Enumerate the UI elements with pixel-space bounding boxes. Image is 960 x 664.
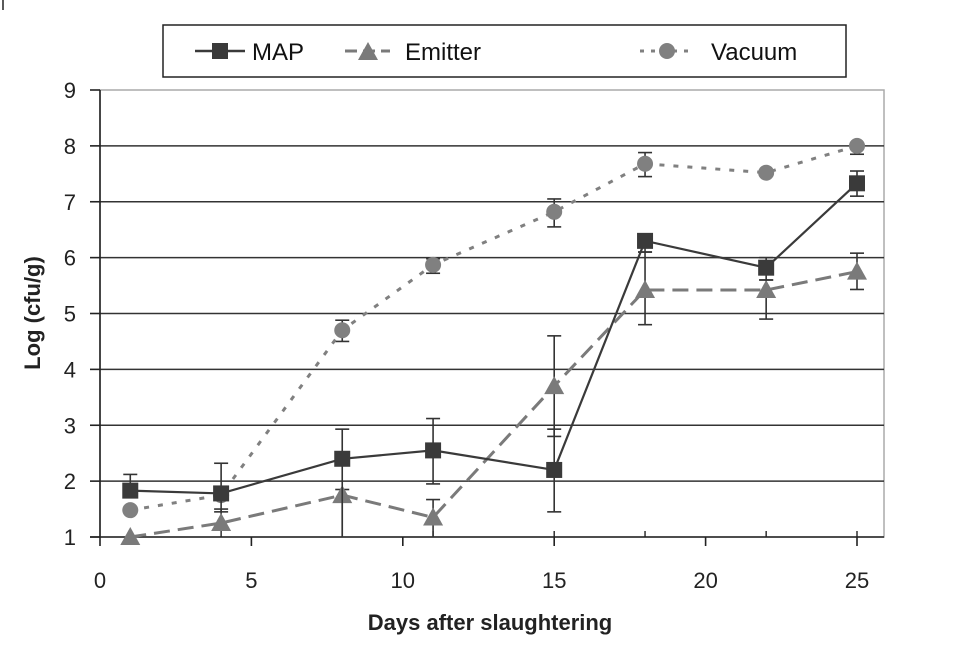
x-tick-label-5: 5: [245, 568, 257, 593]
y-tick-label-5: 5: [64, 302, 76, 327]
y-tick-label-8: 8: [64, 134, 76, 159]
error-bar-map: [335, 428, 350, 537]
data-point-vacuum: [334, 322, 351, 339]
legend-item-emitter: Emitter: [345, 39, 481, 66]
legend-box: [162, 24, 847, 78]
y-tick-label-6: 6: [64, 246, 76, 271]
data-point-map: [758, 259, 775, 276]
legend-label-map: MAP: [252, 39, 304, 66]
data-point-map: [425, 442, 442, 459]
data-point-vacuum: [425, 256, 442, 273]
data-point-emitter: [423, 507, 444, 526]
x-axis-title: Days after slaughtering: [368, 610, 613, 635]
x-tick-label-15: 15: [542, 568, 566, 593]
x-tick-label-20: 20: [693, 568, 717, 593]
data-point-emitter: [120, 527, 141, 545]
data-point-emitter: [847, 261, 867, 280]
series-line-vacuum: [130, 144, 858, 512]
y-tick-label-1: 1: [64, 525, 76, 550]
y-tick-label-3: 3: [64, 413, 76, 438]
data-point-map: [546, 461, 563, 478]
data-point-vacuum: [758, 164, 775, 181]
legend-item-vacuum: Vacuum: [640, 39, 797, 66]
data-point-map: [334, 450, 351, 467]
data-point-vacuum: [122, 502, 139, 519]
data-point-emitter: [211, 513, 232, 532]
x-axis-ticks: 0 5 10 15 20 25: [94, 531, 869, 593]
data-point-map: [849, 175, 865, 192]
series-layer: [120, 137, 867, 545]
data-point-vacuum: [849, 137, 865, 154]
data-point-emitter: [756, 280, 777, 299]
data-point-emitter: [544, 376, 565, 395]
x-tick-label-25: 25: [845, 568, 869, 593]
series-map: [122, 170, 865, 537]
series-line-map: [130, 182, 858, 495]
data-point-emitter: [635, 280, 656, 299]
legend-marker-emitter: [358, 42, 378, 60]
legend-item-map: MAP: [195, 39, 304, 66]
legend-marker-vacuum: [659, 43, 675, 59]
x-tick-label-10: 10: [391, 568, 415, 593]
legend-label-vacuum: Vacuum: [711, 39, 797, 66]
y-tick-label-2: 2: [64, 469, 76, 494]
y-tick-label-4: 4: [64, 357, 76, 382]
y-tick-label-9: 9: [64, 78, 76, 103]
data-point-map: [637, 232, 654, 249]
data-point-map: [122, 482, 139, 499]
series-vacuum: [122, 137, 865, 519]
legend-label-emitter: Emitter: [405, 39, 481, 66]
legend-marker-map: [212, 43, 228, 59]
series-emitter: [120, 251, 867, 545]
data-point-map: [213, 485, 230, 502]
data-point-vacuum: [637, 155, 654, 172]
y-axis-ticks: 1 2 3 4 5 6 7 8 9: [64, 78, 100, 550]
legend: MAP Emitter Vacuum: [162, 24, 847, 78]
series-line-emitter: [130, 270, 858, 539]
y-tick-label-7: 7: [64, 190, 76, 215]
gridlines: [100, 145, 884, 482]
data-point-vacuum: [546, 203, 563, 220]
y-axis-title: Log (cfu/g): [20, 256, 45, 370]
x-tick-label-0: 0: [94, 568, 106, 593]
